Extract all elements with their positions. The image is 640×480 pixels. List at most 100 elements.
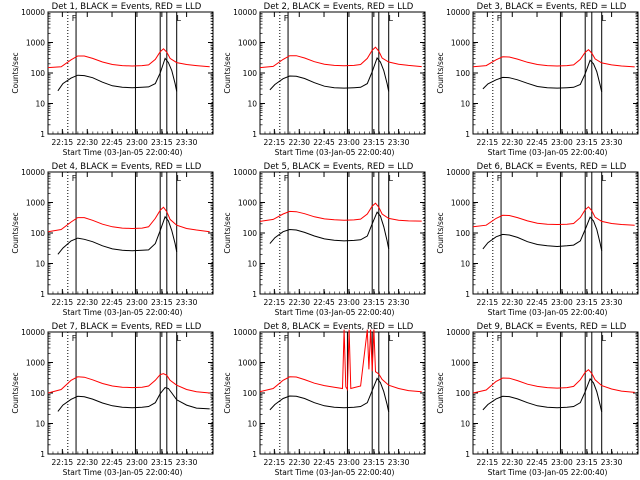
chart-title: Det 7, BLACK = Events, RED = LLD xyxy=(52,322,202,332)
chart-title: Det 8, BLACK = Events, RED = LLD xyxy=(264,322,414,332)
y-tick-label: 1 xyxy=(40,290,45,299)
y-tick-label: 10 xyxy=(247,260,257,269)
y-tick-label: 100 xyxy=(243,389,258,398)
y-tick-label: 10000 xyxy=(233,168,257,177)
marker-f-label: F xyxy=(72,14,77,23)
marker-l-label: L xyxy=(601,174,606,183)
x-tick-label: 23:00 xyxy=(338,138,360,147)
chart-panel-9: Det 9, BLACK = Events, RED = LLD 1 10 100 10… xyxy=(436,322,639,477)
x-tick-label: 23:15 xyxy=(363,138,385,147)
y-axis-label: Counts/sec xyxy=(223,52,232,93)
x-tick-label: 23:15 xyxy=(576,298,598,307)
y-tick-label: 1000 xyxy=(238,39,257,48)
y-tick-label: 100 xyxy=(456,229,471,238)
x-tick-label: 22:15 xyxy=(477,138,499,147)
plot-frame xyxy=(472,331,639,455)
y-axis-label: Counts/sec xyxy=(223,372,232,413)
x-tick-label: 23:30 xyxy=(601,458,623,467)
y-axis-label: Counts/sec xyxy=(436,212,445,253)
x-tick-label: 23:00 xyxy=(126,138,148,147)
x-tick-label: 23:00 xyxy=(551,458,573,467)
events-series-line xyxy=(269,57,390,92)
x-tick-label: 22:45 xyxy=(526,138,548,147)
lld-series-line xyxy=(260,329,422,393)
x-tick-label: 23:15 xyxy=(576,138,598,147)
plot-frame xyxy=(47,331,214,455)
events-series-line xyxy=(269,211,390,249)
y-tick-label: 10000 xyxy=(446,168,470,177)
y-tick-label: 100 xyxy=(456,69,471,78)
events-series-line xyxy=(482,59,603,93)
chart-title: Det 1, BLACK = Events, RED = LLD xyxy=(52,2,202,12)
y-axis-label: Counts/sec xyxy=(436,372,445,413)
y-tick-label: 1 xyxy=(465,290,470,299)
x-tick-label: 22:45 xyxy=(313,458,335,467)
x-tick-label: 22:15 xyxy=(52,298,74,307)
x-tick-label: 23:00 xyxy=(126,458,148,467)
x-tick-label: 22:30 xyxy=(288,298,310,307)
x-tick-label: 22:30 xyxy=(288,138,310,147)
marker-f-label: F xyxy=(497,174,502,183)
x-tick-label: 22:45 xyxy=(313,138,335,147)
y-tick-label: 10000 xyxy=(233,328,257,337)
y-tick-label: 100 xyxy=(243,229,258,238)
marker-f-label: F xyxy=(284,334,289,343)
x-tick-label: 22:30 xyxy=(501,138,523,147)
y-tick-label: 10 xyxy=(35,420,45,429)
x-tick-label: 23:30 xyxy=(176,138,198,147)
marker-l-label: L xyxy=(388,174,393,183)
x-axis-label: Start Time (03-Jan-05 22:00:40) xyxy=(63,308,183,317)
x-tick-label: 22:30 xyxy=(501,458,523,467)
x-tick-label: 22:15 xyxy=(52,458,74,467)
plot-frame xyxy=(47,171,214,295)
x-tick-label: 23:15 xyxy=(151,138,173,147)
marker-f-label: F xyxy=(72,334,77,343)
marker-f-label: F xyxy=(284,14,289,23)
events-series-line xyxy=(57,57,178,92)
x-tick-label: 22:45 xyxy=(101,298,123,307)
y-tick-label: 10000 xyxy=(446,8,470,17)
marker-f-label: F xyxy=(284,174,289,183)
chart-title: Det 3, BLACK = Events, RED = LLD xyxy=(477,2,627,12)
x-tick-label: 23:15 xyxy=(363,458,385,467)
marker-f-label: F xyxy=(72,174,77,183)
plot-frame xyxy=(472,11,639,135)
x-tick-label: 23:00 xyxy=(551,138,573,147)
x-axis-label: Start Time (03-Jan-05 22:00:40) xyxy=(275,308,395,317)
chart-panel-8: Det 8, BLACK = Events, RED = LLD 1 10 100 10… xyxy=(223,322,426,477)
chart-title: Det 5, BLACK = Events, RED = LLD xyxy=(264,162,414,172)
y-tick-label: 100 xyxy=(31,69,46,78)
lld-series-line xyxy=(473,206,635,228)
y-tick-label: 1000 xyxy=(26,359,45,368)
plot-frame xyxy=(47,11,214,135)
x-tick-label: 23:30 xyxy=(176,458,198,467)
x-tick-label: 23:30 xyxy=(601,298,623,307)
y-tick-label: 1000 xyxy=(451,39,470,48)
y-tick-label: 10000 xyxy=(446,328,470,337)
chart-panel-5: Det 5, BLACK = Events, RED = LLD 1 10 100 10… xyxy=(223,162,426,317)
x-axis-label: Start Time (03-Jan-05 22:00:40) xyxy=(63,148,183,157)
y-tick-label: 1000 xyxy=(238,359,257,368)
x-tick-label: 22:30 xyxy=(288,458,310,467)
y-tick-label: 10 xyxy=(35,100,45,109)
marker-l-label: L xyxy=(176,334,181,343)
y-axis-label: Counts/sec xyxy=(223,212,232,253)
x-tick-label: 22:45 xyxy=(526,298,548,307)
x-tick-label: 23:00 xyxy=(126,298,148,307)
x-axis-label: Start Time (03-Jan-05 22:00:40) xyxy=(275,468,395,477)
y-tick-label: 10000 xyxy=(233,8,257,17)
y-tick-label: 10 xyxy=(247,100,257,109)
y-tick-label: 100 xyxy=(456,389,471,398)
x-axis-label: Start Time (03-Jan-05 22:00:40) xyxy=(488,308,608,317)
x-tick-label: 23:30 xyxy=(388,138,410,147)
x-tick-label: 22:45 xyxy=(313,298,335,307)
marker-l-label: L xyxy=(388,14,393,23)
x-tick-label: 23:15 xyxy=(151,458,173,467)
x-axis-label: Start Time (03-Jan-05 22:00:40) xyxy=(488,148,608,157)
x-tick-label: 22:15 xyxy=(52,138,74,147)
x-tick-label: 22:30 xyxy=(76,138,98,147)
y-tick-label: 10 xyxy=(460,100,470,109)
y-axis-label: Counts/sec xyxy=(11,52,20,93)
lld-series-line xyxy=(48,373,210,394)
